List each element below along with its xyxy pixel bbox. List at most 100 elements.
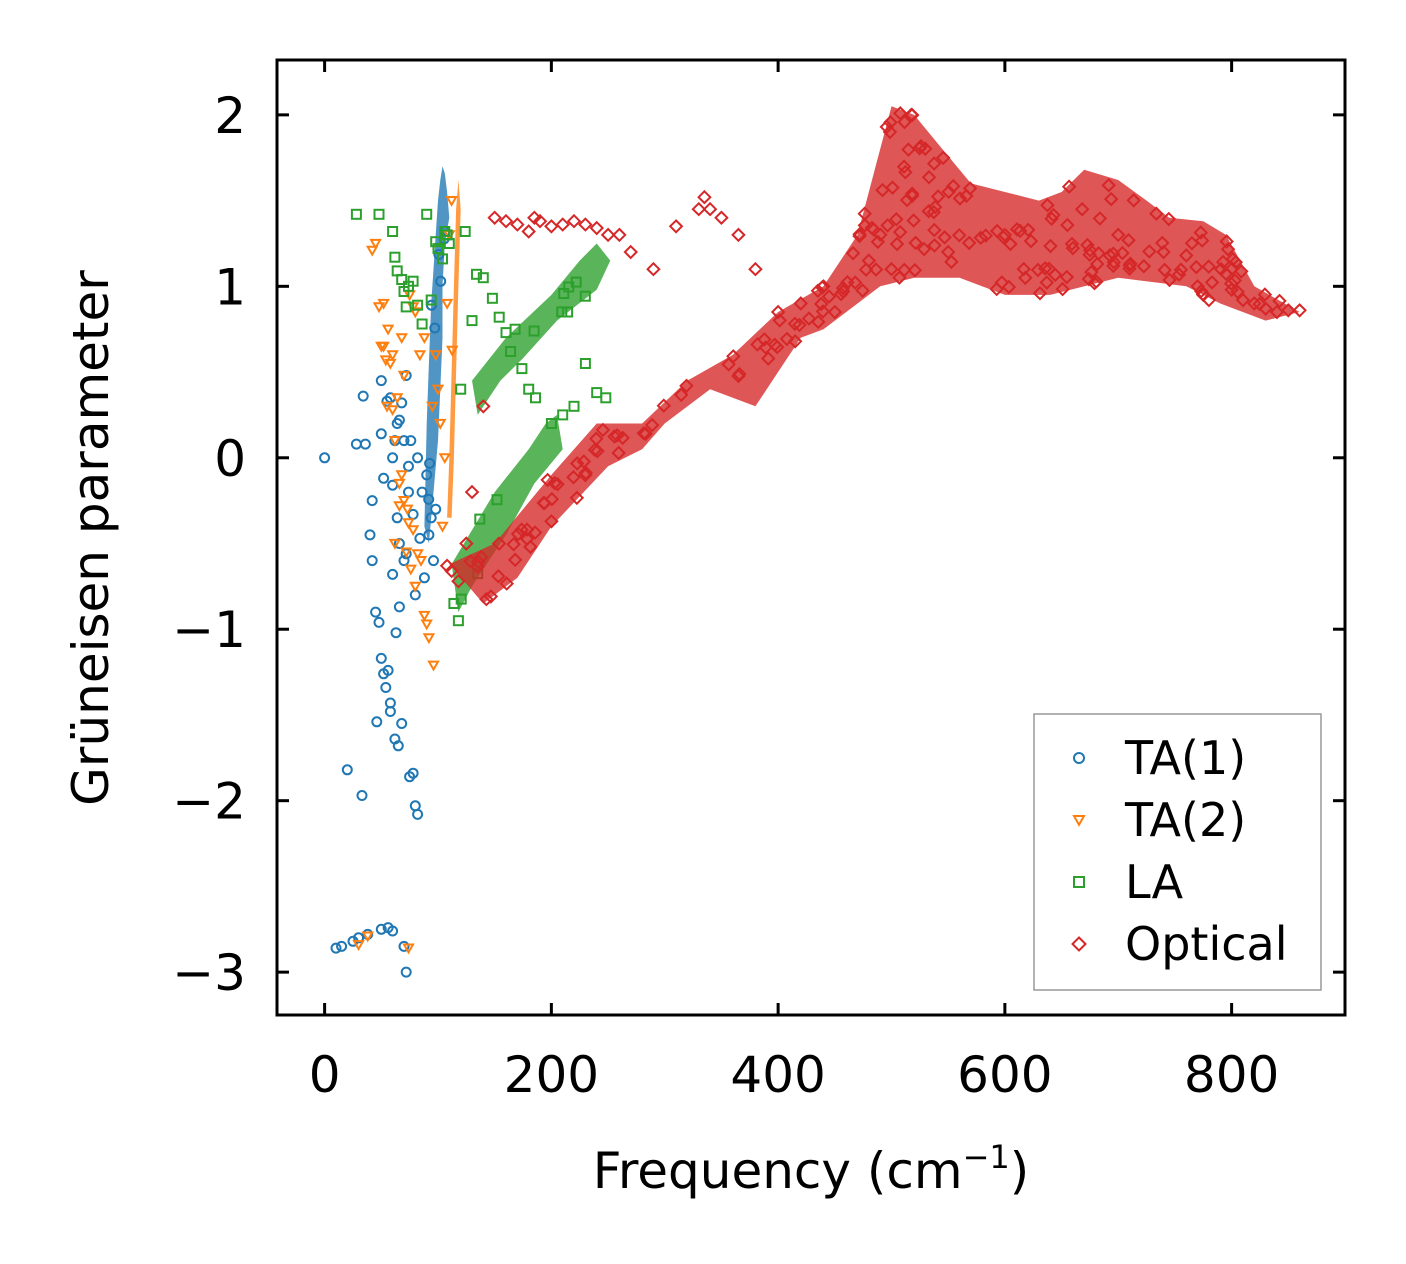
data-point bbox=[375, 375, 387, 387]
data-point bbox=[393, 478, 406, 490]
data-point bbox=[509, 323, 521, 335]
data-point bbox=[997, 227, 1013, 243]
data-point bbox=[748, 261, 763, 277]
data-point bbox=[921, 203, 937, 219]
data-point bbox=[391, 418, 403, 429]
legend: TA(1) TA(2) LA Optical bbox=[1033, 713, 1322, 991]
data-point bbox=[365, 245, 379, 257]
data-point bbox=[483, 589, 499, 604]
data-point bbox=[557, 409, 569, 421]
data-point bbox=[821, 289, 837, 304]
data-point bbox=[1219, 234, 1234, 249]
data-point bbox=[668, 219, 684, 234]
data-point bbox=[544, 514, 559, 529]
data-point bbox=[528, 325, 540, 337]
data-point bbox=[978, 228, 994, 243]
data-point bbox=[927, 238, 942, 253]
data-point bbox=[336, 940, 348, 952]
data-point bbox=[1162, 272, 1177, 288]
data-point bbox=[380, 682, 392, 693]
data-point bbox=[562, 306, 574, 318]
data-point bbox=[370, 606, 382, 618]
data-point bbox=[1149, 206, 1164, 221]
data-point bbox=[1101, 177, 1116, 193]
data-point bbox=[451, 573, 466, 589]
data-point bbox=[1178, 248, 1194, 263]
data-point bbox=[498, 213, 514, 229]
y-tick-label: 2 bbox=[214, 87, 246, 145]
data-point bbox=[1023, 233, 1039, 249]
data-point bbox=[827, 304, 843, 320]
data-point bbox=[398, 555, 410, 567]
data-point bbox=[396, 718, 408, 729]
data-point bbox=[772, 313, 788, 328]
data-point bbox=[377, 341, 390, 353]
data-point bbox=[793, 296, 809, 311]
data-point bbox=[375, 428, 387, 440]
cluster-fill bbox=[449, 106, 1300, 604]
data-point bbox=[569, 490, 585, 506]
data-point bbox=[879, 119, 895, 135]
data-point bbox=[1106, 246, 1121, 262]
data-point bbox=[388, 436, 402, 447]
axis-ticks: 0 200 400 600 800 2 1 0 −1 −2 −3 bbox=[172, 60, 1345, 1104]
data-point bbox=[1043, 238, 1058, 254]
data-point bbox=[544, 219, 559, 234]
data-point bbox=[656, 398, 672, 413]
data-point bbox=[930, 189, 946, 204]
data-point bbox=[1064, 236, 1080, 252]
data-point bbox=[392, 740, 404, 752]
data-point bbox=[1003, 236, 1018, 252]
data-point bbox=[885, 180, 900, 195]
series-ta1 bbox=[319, 370, 442, 978]
data-point bbox=[423, 529, 435, 541]
data-point bbox=[436, 521, 449, 533]
data-point bbox=[578, 217, 593, 232]
data-point bbox=[1046, 207, 1061, 223]
data-point bbox=[852, 228, 867, 244]
data-point bbox=[384, 358, 397, 370]
data-point bbox=[1009, 222, 1025, 237]
data-point bbox=[519, 522, 535, 537]
data-point bbox=[377, 298, 390, 310]
data-point bbox=[889, 211, 904, 227]
data-point bbox=[425, 294, 437, 306]
x-tick-label: 800 bbox=[1184, 1046, 1279, 1104]
data-point bbox=[413, 350, 427, 362]
data-point bbox=[1218, 266, 1234, 282]
data-point bbox=[396, 274, 408, 285]
data-point bbox=[381, 324, 395, 336]
data-point bbox=[600, 392, 612, 404]
data-point bbox=[590, 443, 605, 459]
data-point bbox=[445, 345, 459, 357]
data-point bbox=[1110, 227, 1126, 243]
data-point bbox=[437, 253, 448, 265]
data-point bbox=[1157, 262, 1172, 278]
data-point bbox=[438, 453, 452, 465]
data-point bbox=[896, 159, 912, 175]
data-point bbox=[532, 213, 548, 229]
data-point bbox=[395, 470, 408, 482]
data-point bbox=[779, 331, 795, 347]
data-point bbox=[1081, 271, 1097, 287]
data-point bbox=[390, 393, 404, 405]
data-point bbox=[416, 486, 428, 498]
data-point bbox=[463, 554, 478, 569]
data-point bbox=[459, 536, 474, 551]
data-point bbox=[386, 405, 399, 417]
data-point bbox=[760, 351, 776, 366]
data-point bbox=[644, 417, 660, 433]
data-point bbox=[1040, 197, 1055, 213]
y-tick-label: −1 bbox=[172, 601, 246, 659]
data-point bbox=[973, 230, 989, 246]
data-point bbox=[357, 390, 369, 402]
data-point bbox=[697, 189, 712, 205]
data-point bbox=[770, 304, 786, 320]
data-point bbox=[1084, 264, 1099, 280]
data-point bbox=[356, 790, 368, 801]
data-point bbox=[835, 280, 851, 296]
data-point bbox=[1257, 287, 1273, 302]
data-point bbox=[455, 383, 467, 395]
data-point bbox=[378, 472, 390, 484]
data-point bbox=[401, 504, 414, 516]
